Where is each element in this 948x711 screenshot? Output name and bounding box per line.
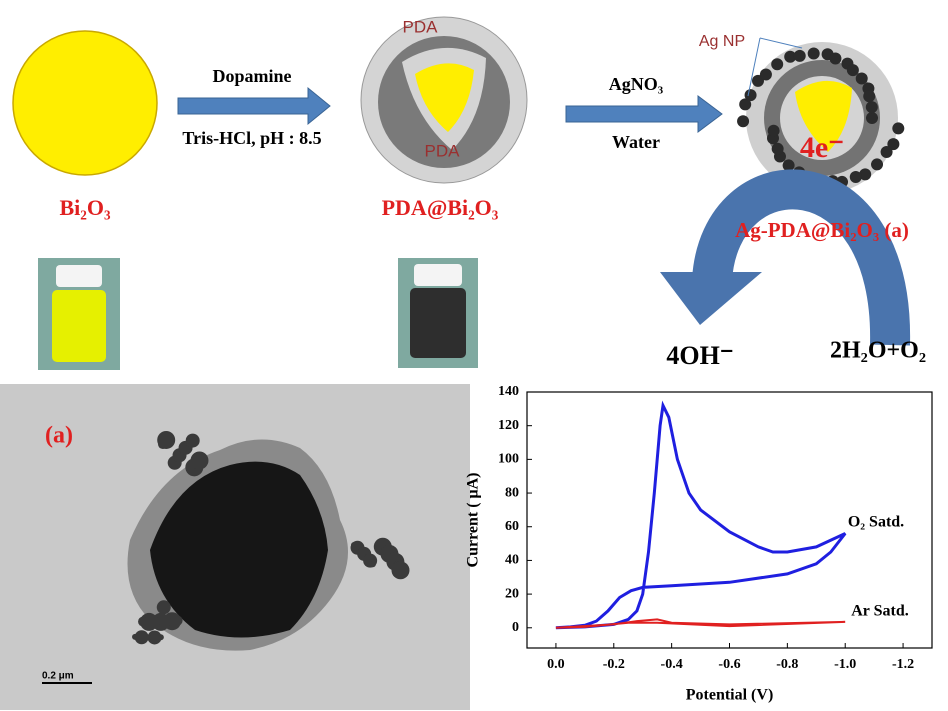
tem-nanoparticle [157,600,171,614]
ag-nanoparticle [794,50,806,62]
tem-nanoparticle [138,617,148,627]
ag-nanoparticle [866,101,878,113]
label: 2H₂O+O₂ [830,338,926,364]
ag-nanoparticle [847,64,859,76]
series-label: Ar Satd. [851,603,909,620]
ag-nanoparticle [829,52,841,64]
tem-nanoparticle [186,434,200,448]
ag-nanoparticle [771,58,783,70]
x-tick-label: -0.2 [603,657,625,672]
y-tick-label: 80 [505,485,519,500]
tem-nanoparticle [391,561,409,579]
x-axis-label: Potential (V) [686,687,774,704]
vial-cap [414,264,462,286]
ag-nanoparticle [871,158,883,170]
tem-nanoparticle [370,561,376,567]
ag-nanoparticle [745,89,757,101]
pointer [760,38,802,48]
tem-nanoparticle [157,431,175,449]
label: AgNO₃ [609,74,664,94]
tem-nanoparticle [132,634,138,640]
ag-nanoparticle [760,68,772,80]
label: Ag NP [699,33,745,50]
ag-nanoparticle [850,171,862,183]
label: PDA [403,17,439,36]
x-tick-label: -0.8 [776,657,798,672]
label: Bi₂O₃ [59,195,110,220]
label: 4OH⁻ [666,341,733,370]
ag-nanoparticle [772,143,784,155]
x-tick-label: -0.6 [718,657,740,672]
y-tick-label: 40 [505,553,519,568]
x-tick-label: 0.0 [547,657,565,672]
y-tick-label: 20 [505,586,519,601]
y-axis-label: Current ( μA) [465,473,482,568]
label: 4e⁻ [800,131,844,164]
y-tick-label: 120 [498,418,519,433]
x-tick-label: -0.4 [661,657,683,672]
label: Water [612,132,660,152]
label: PDA@Bi₂O₃ [382,195,499,220]
ag-nanoparticle [892,122,904,134]
bi2o3-particle [13,31,157,175]
ag-nanoparticle [808,48,820,60]
ag-nanoparticle [881,146,893,158]
reaction-arrow [712,189,890,345]
label: (a) [45,423,73,449]
label: Ag-PDA@Bi₂O₃ (a) [735,218,909,242]
ag-nanoparticle [737,115,749,127]
x-tick-label: -1.2 [892,657,914,672]
y-tick-label: 140 [498,384,519,399]
arrow [178,88,330,124]
series-label: O₂ Satd. [848,514,904,531]
label: Tris-HCl, pH : 8.5 [182,128,321,148]
tem-nanoparticle [190,451,208,469]
y-tick-label: 60 [505,519,519,534]
ag-nanoparticle [768,125,780,137]
vial [410,288,466,358]
figure: Bi₂O₃ Dopamine Tris-HCl, pH : 8.5 PDA PD… [0,0,948,711]
y-tick-label: 0 [512,620,519,635]
ag-nanoparticle [863,90,875,102]
y-tick-label: 100 [498,452,519,467]
arrow [566,96,722,132]
chart: 0 20 40 60 80 100 120 140 0.0 -0.2 -0.4 -0.6 -0.8 -1.… [465,384,932,703]
vial [52,290,106,362]
data-line [556,406,845,628]
label: PDA [425,141,461,160]
ag-nanoparticle [866,112,878,124]
label: 0.2 μm [42,671,74,682]
x-tick-label: -1.0 [834,657,856,672]
label: Dopamine [212,66,291,86]
reaction-arrow [660,272,762,325]
vial-cap [56,265,102,287]
ag-nanoparticle [856,73,868,85]
